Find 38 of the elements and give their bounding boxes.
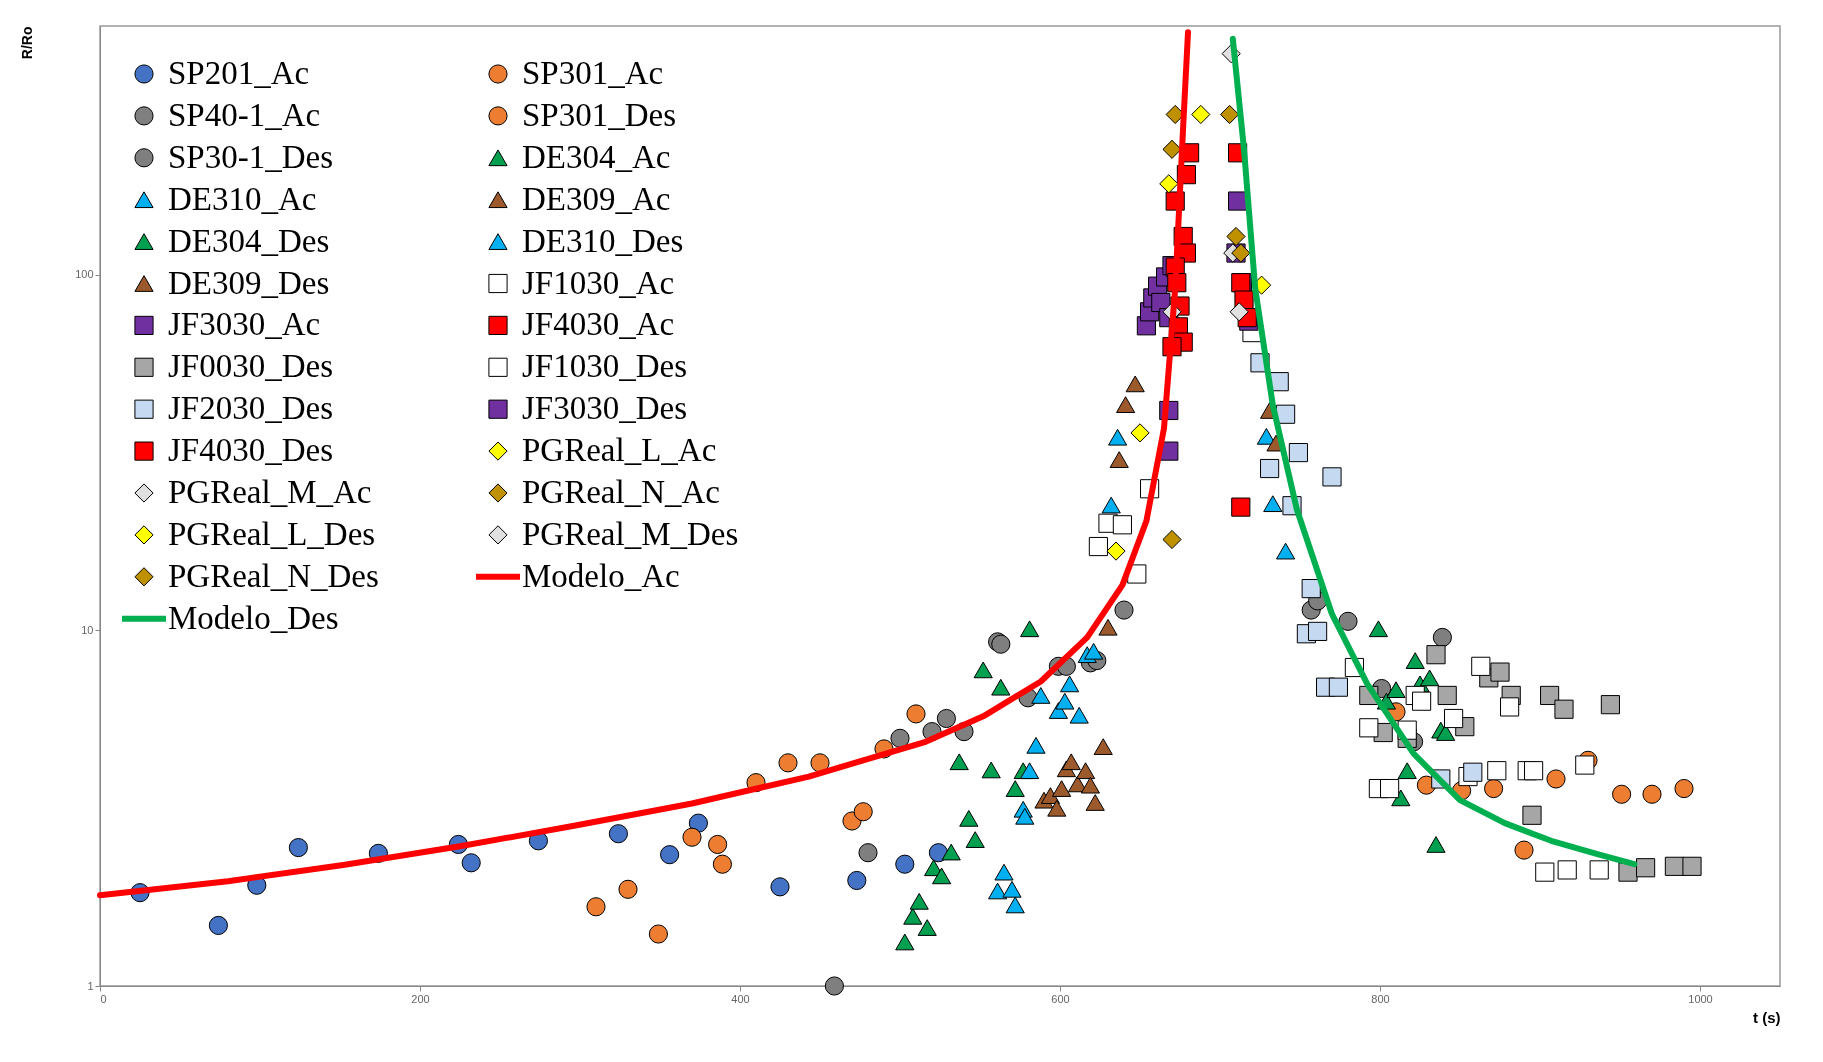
y-tick-label: 1 — [87, 979, 94, 992]
legend-label: Modelo_Des — [168, 599, 339, 636]
y-tick-label: 100 — [75, 268, 94, 281]
x-tick-label: 0 — [100, 992, 107, 1005]
x-tick-label: 1000 — [1688, 992, 1713, 1005]
legend-label: DE309_Ac — [522, 180, 671, 217]
legend-label: PGReal_N_Ac — [522, 474, 720, 510]
legend-label: JF3030_Des — [522, 390, 688, 427]
legend-label: JF3030_Ac — [168, 306, 321, 343]
legend-label: JF1030_Ac — [522, 264, 675, 301]
legend-label: JF4030_Des — [168, 432, 334, 469]
legend-label: JF4030_Ac — [522, 306, 675, 343]
x-tick-label: 200 — [411, 992, 430, 1005]
legend-label: SP301_Ac — [522, 55, 664, 91]
legend-label: JF1030_Des — [522, 348, 688, 385]
y-axis-title: R/Ro — [19, 26, 36, 60]
y-tick-label: 10 — [81, 623, 94, 636]
legend-label: PGReal_L_Des — [168, 515, 376, 552]
legend-label: SP30-1_Des — [168, 138, 334, 175]
legend-label: JF0030_Des — [168, 348, 334, 385]
legend-label: PGReal_N_Des — [168, 557, 379, 594]
x-axis-title: t (s) — [1753, 1008, 1781, 1026]
legend-label: Modelo_Ac — [522, 557, 680, 594]
legend-label: DE310_Des — [522, 222, 684, 259]
x-tick-label: 400 — [731, 992, 750, 1005]
legend-label: PGReal_M_Ac — [168, 474, 372, 510]
x-tick-label: 800 — [1371, 992, 1390, 1005]
legend-label: DE310_Ac — [168, 180, 317, 217]
legend-label: PGReal_L_Ac — [522, 432, 717, 469]
legend-label: JF2030_Des — [168, 390, 334, 427]
legend-label: SP301_Des — [522, 96, 677, 133]
legend-label: DE309_Des — [168, 264, 330, 301]
legend-label: SP40-1_Ac — [168, 96, 321, 133]
legend-label: PGReal_M_Des — [522, 515, 739, 552]
legend-label: SP201_Ac — [168, 55, 310, 91]
x-tick-label: 600 — [1051, 992, 1070, 1005]
legend-label: DE304_Des — [168, 222, 330, 259]
legend-label: DE304_Ac — [522, 138, 671, 175]
